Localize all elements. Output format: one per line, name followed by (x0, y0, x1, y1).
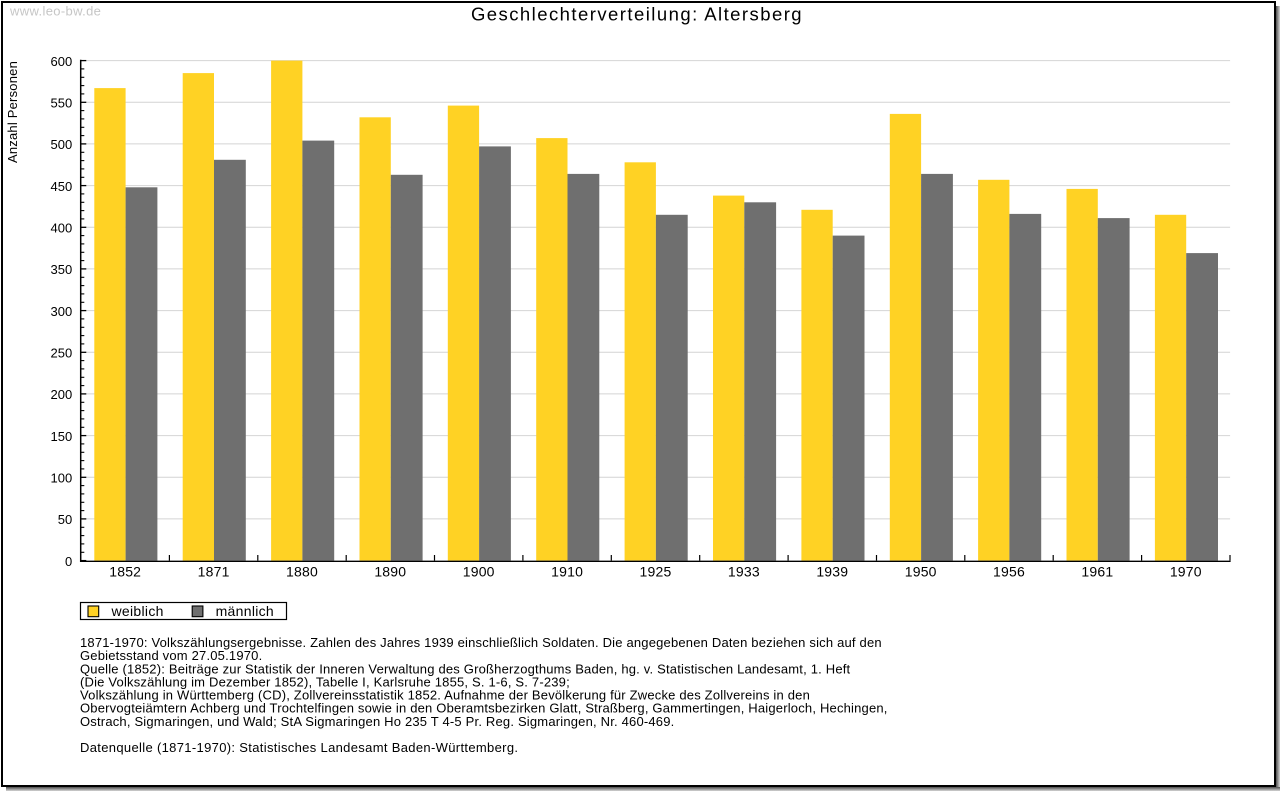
svg-text:500: 500 (50, 137, 72, 152)
svg-text:400: 400 (50, 221, 72, 236)
svg-text:550: 550 (50, 96, 72, 111)
svg-text:1871: 1871 (198, 563, 230, 579)
svg-text:Datenquelle (1871-1970): Stati: Datenquelle (1871-1970): Statistisches L… (80, 740, 518, 755)
svg-text:1956: 1956 (993, 563, 1025, 579)
svg-text:männlich: männlich (216, 603, 274, 619)
svg-text:50: 50 (58, 512, 72, 527)
svg-text:1970: 1970 (1170, 563, 1202, 579)
svg-text:1890: 1890 (374, 563, 406, 579)
svg-text:1852: 1852 (109, 563, 141, 579)
svg-text:1933: 1933 (728, 563, 760, 579)
svg-text:Obervogteiämtern Achberg und T: Obervogteiämtern Achberg und Trochtelfin… (80, 701, 888, 716)
svg-text:1939: 1939 (816, 563, 848, 579)
svg-text:1950: 1950 (905, 563, 937, 579)
svg-text:1871-1970: Volkszählungsergebn: 1871-1970: Volkszählungsergebnisse. Zahl… (80, 635, 882, 650)
svg-text:1925: 1925 (640, 563, 672, 579)
svg-text:1961: 1961 (1081, 563, 1113, 579)
svg-text:0: 0 (65, 554, 72, 569)
svg-text:150: 150 (50, 429, 72, 444)
svg-text:weiblich: weiblich (111, 603, 164, 619)
svg-text:Gebietsstand vom 27.05.1970.: Gebietsstand vom 27.05.1970. (80, 648, 262, 663)
svg-text:Geschlechterverteilung: Alters: Geschlechterverteilung: Altersberg (471, 3, 803, 24)
svg-text:www.leo-bw.de: www.leo-bw.de (9, 4, 101, 19)
svg-text:350: 350 (50, 262, 72, 277)
svg-text:Ostrach, Sigmaringen, und Wald: Ostrach, Sigmaringen, und Wald; StA Sigm… (80, 714, 674, 729)
svg-text:(Die Volkszählung im Dezember: (Die Volkszählung im Dezember 1852), Tab… (80, 674, 570, 689)
svg-text:250: 250 (50, 346, 72, 361)
svg-text:Anzahl Personen: Anzahl Personen (5, 61, 20, 163)
svg-text:1880: 1880 (286, 563, 318, 579)
svg-text:600: 600 (50, 54, 72, 69)
svg-text:Quelle (1852): Beiträge zur St: Quelle (1852): Beiträge zur Statistik de… (80, 661, 851, 676)
svg-text:100: 100 (50, 471, 72, 486)
svg-text:450: 450 (50, 179, 72, 194)
svg-text:300: 300 (50, 304, 72, 319)
svg-text:1900: 1900 (463, 563, 495, 579)
svg-text:1910: 1910 (551, 563, 583, 579)
svg-text:Volkszählung in Württemberg (C: Volkszählung in Württemberg (CD), Zollve… (80, 688, 810, 703)
svg-text:200: 200 (50, 387, 72, 402)
